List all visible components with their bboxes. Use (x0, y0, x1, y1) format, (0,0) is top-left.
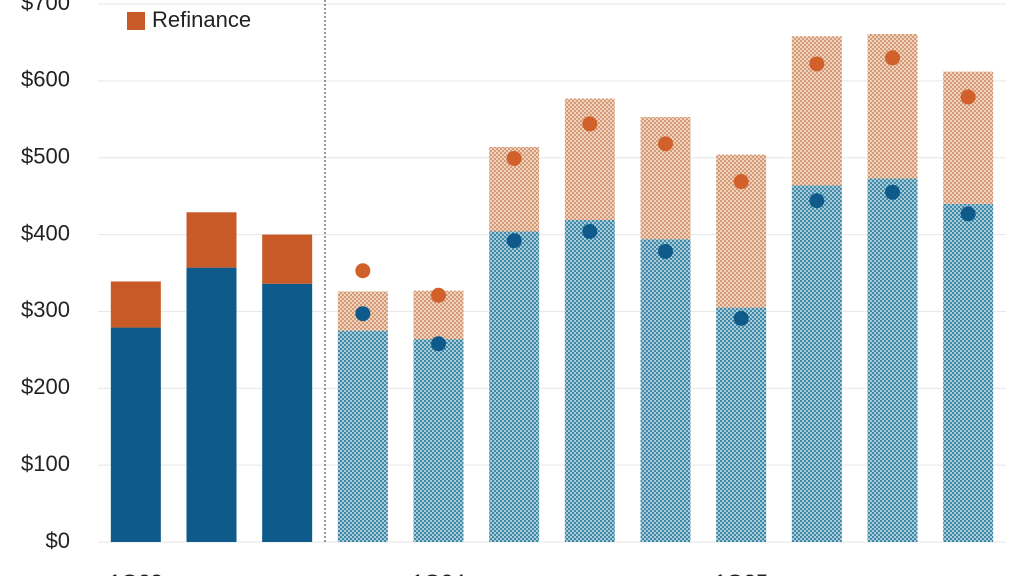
forecast-dot (733, 174, 749, 190)
bar-segment (110, 281, 161, 328)
y-tick-label: $100 (21, 451, 70, 476)
y-tick-label: $200 (21, 374, 70, 399)
bar-segment (489, 231, 540, 543)
bar-segment (186, 212, 237, 268)
forecast-dot (431, 287, 446, 303)
bar-segment (413, 339, 464, 542)
forecast-dot (960, 89, 976, 105)
bar-segment (564, 219, 615, 542)
bar-segment (262, 283, 313, 542)
x-tick-label: 1Q25 (714, 570, 768, 576)
forecast-dot (582, 116, 598, 132)
forecast-dot (506, 150, 522, 166)
bar-segment (867, 178, 918, 543)
forecast-dot (658, 136, 673, 152)
x-tick-label: 1Q24 (412, 570, 466, 576)
forecast-dot (809, 56, 825, 72)
y-tick-label: $300 (21, 297, 70, 322)
x-tick-label: 1Q23 (109, 570, 163, 576)
forecast-dot (355, 263, 371, 279)
bar-segment (640, 116, 691, 240)
y-tick-label: $0 (46, 528, 70, 553)
bar-segment (337, 330, 388, 542)
y-tick-label: $400 (21, 220, 70, 245)
bar-segment (716, 307, 767, 542)
forecast-dot (355, 306, 371, 322)
bar-segment (186, 267, 237, 542)
bar-segment (110, 327, 161, 542)
bar-segment (791, 185, 842, 542)
forecast-dot (960, 206, 976, 222)
forecast-dot (582, 223, 598, 239)
bar-segment (262, 234, 313, 284)
y-tick-label: $700 (21, 0, 70, 15)
forecast-dot (506, 233, 522, 249)
forecast-dot (658, 243, 673, 259)
forecast-dot (809, 193, 825, 209)
y-tick-label: $600 (21, 67, 70, 92)
forecast-dot (885, 184, 900, 200)
legend-label: Refinance (152, 7, 251, 32)
forecast-dot (733, 310, 749, 326)
bar-segment (943, 203, 994, 543)
bar-segment (640, 239, 691, 542)
forecast-dot (431, 336, 446, 352)
forecast-dot (885, 50, 900, 66)
y-tick-label: $500 (21, 144, 70, 169)
legend-swatch (127, 12, 145, 30)
